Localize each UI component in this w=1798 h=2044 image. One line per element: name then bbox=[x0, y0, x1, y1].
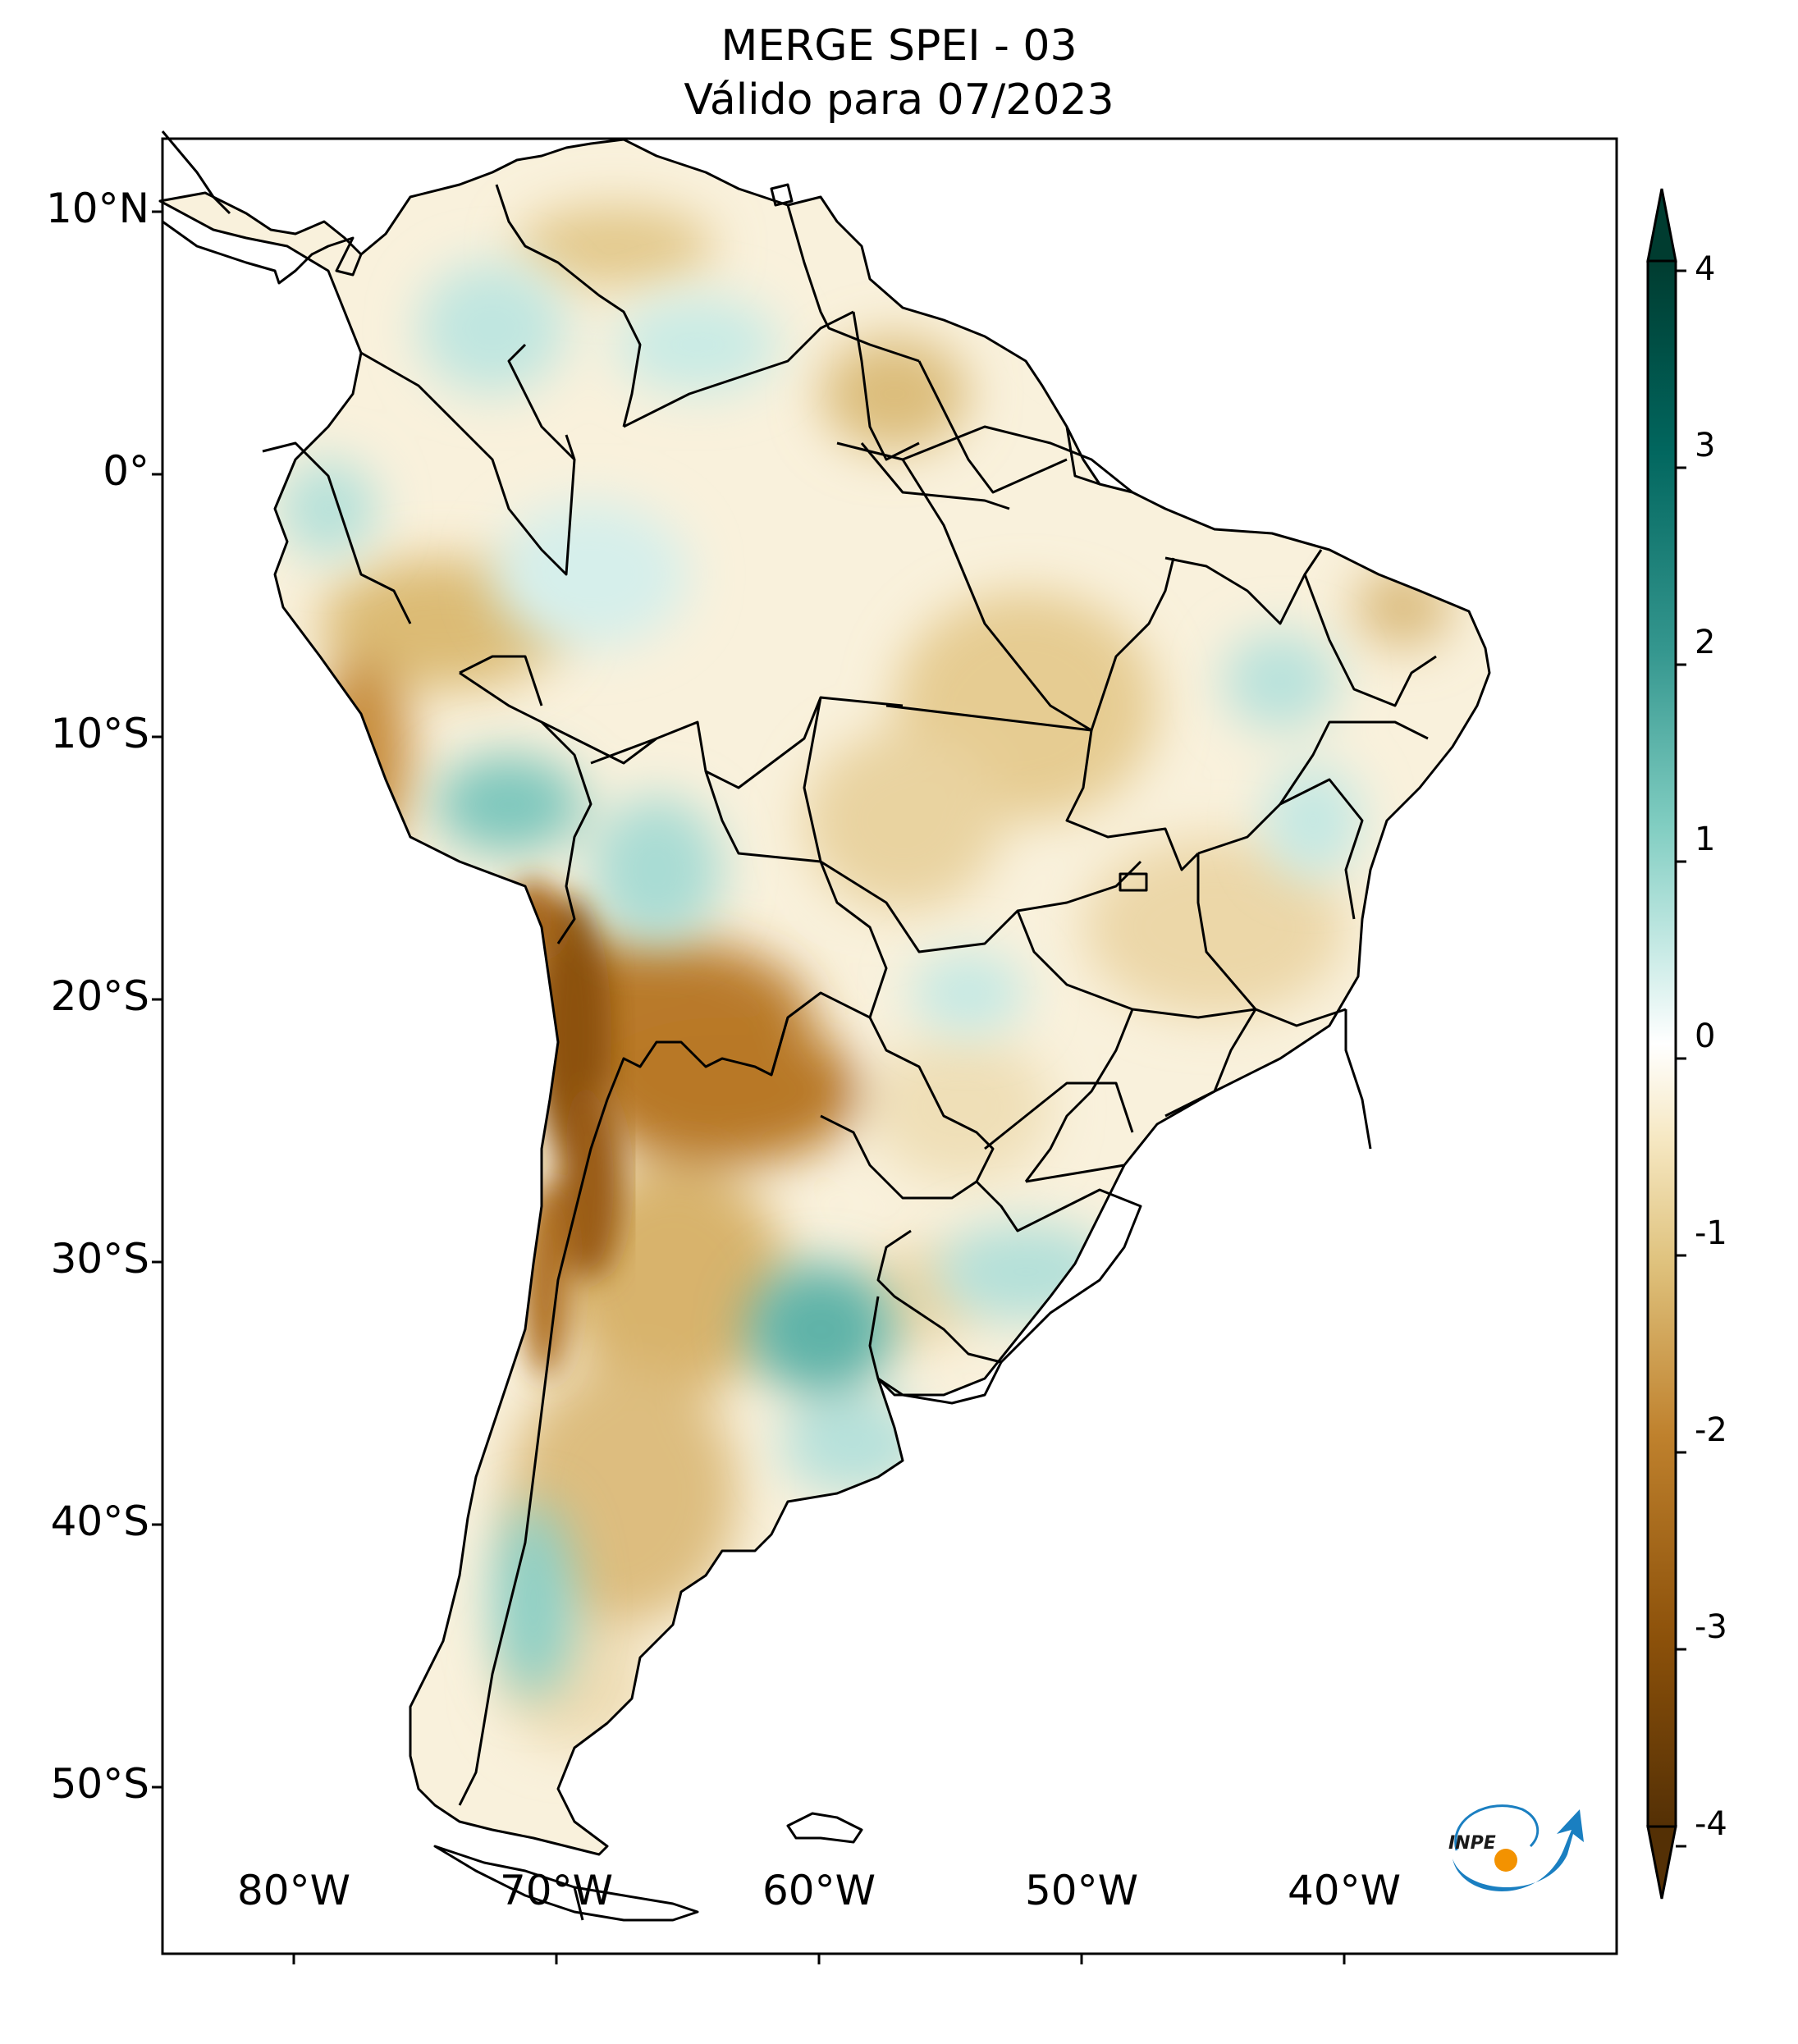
map-subtitle-date: Válido para 07/2023 bbox=[684, 75, 1114, 125]
inpe-logo: INPE bbox=[1448, 1804, 1584, 1891]
colorbar-label-neg1: -1 bbox=[1695, 1214, 1727, 1252]
colorbar-label-0: 0 bbox=[1695, 1017, 1716, 1055]
lon-label-50w: 50°W bbox=[1024, 1867, 1139, 1914]
lat-label-20s: 20°S bbox=[50, 972, 149, 1020]
borders bbox=[158, 130, 1491, 1922]
colorbar-label-4: 4 bbox=[1695, 250, 1716, 288]
colorbar-label-2: 2 bbox=[1695, 624, 1716, 661]
colorbar-label-neg2: -2 bbox=[1695, 1411, 1727, 1449]
map-title: MERGE SPEI - 03 bbox=[721, 21, 1077, 71]
lon-label-60w: 60°W bbox=[762, 1867, 876, 1914]
logo-orbit-icon bbox=[1454, 1804, 1540, 1851]
colorbar bbox=[1646, 188, 1686, 1900]
lon-label-80w: 80°W bbox=[236, 1867, 351, 1914]
colorbar-label-neg4: -4 bbox=[1695, 1805, 1727, 1843]
lon-label-70w: 70°W bbox=[499, 1867, 614, 1914]
colorbar-bar bbox=[1646, 259, 1677, 1828]
colorbar-label-3: 3 bbox=[1695, 427, 1716, 464]
logo-arrow-icon bbox=[1453, 1809, 1584, 1891]
logo-dot-icon bbox=[1494, 1849, 1517, 1872]
lat-label-0: 0° bbox=[103, 447, 149, 495]
colorbar-lower-extension bbox=[1646, 1825, 1677, 1900]
colorbar-upper-extension bbox=[1646, 188, 1677, 263]
colorbar-label-neg3: -3 bbox=[1695, 1608, 1727, 1646]
lat-label-30s: 30°S bbox=[50, 1235, 149, 1283]
lat-label-40s: 40°S bbox=[50, 1498, 149, 1545]
lat-label-50s: 50°S bbox=[50, 1760, 149, 1808]
logo-text: INPE bbox=[1448, 1833, 1496, 1854]
lat-label-10n: 10°N bbox=[45, 185, 149, 232]
lon-label-40w: 40°W bbox=[1287, 1867, 1402, 1914]
lat-label-10s: 10°S bbox=[50, 710, 149, 757]
colorbar-label-1: 1 bbox=[1695, 821, 1716, 858]
